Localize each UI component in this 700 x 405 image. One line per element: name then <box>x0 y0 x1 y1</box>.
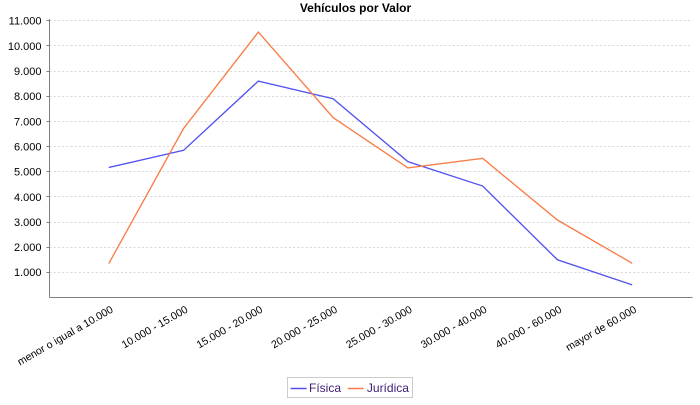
svg-text:1.000: 1.000 <box>14 267 42 279</box>
svg-text:4.000: 4.000 <box>14 192 42 204</box>
svg-text:8.000: 8.000 <box>14 91 42 103</box>
svg-text:3.000: 3.000 <box>14 217 42 229</box>
svg-text:11.000: 11.000 <box>9 16 42 28</box>
svg-text:Jurídica: Jurídica <box>367 381 409 395</box>
svg-text:2.000: 2.000 <box>14 242 42 254</box>
svg-text:Física: Física <box>309 381 341 395</box>
svg-text:7.000: 7.000 <box>14 116 42 128</box>
svg-text:10.000: 10.000 <box>8 41 42 53</box>
svg-text:5.000: 5.000 <box>14 167 42 179</box>
svg-text:6.000: 6.000 <box>14 141 42 153</box>
svg-text:Vehículos por Valor: Vehículos por Valor <box>300 1 412 15</box>
svg-text:9.000: 9.000 <box>14 66 42 78</box>
